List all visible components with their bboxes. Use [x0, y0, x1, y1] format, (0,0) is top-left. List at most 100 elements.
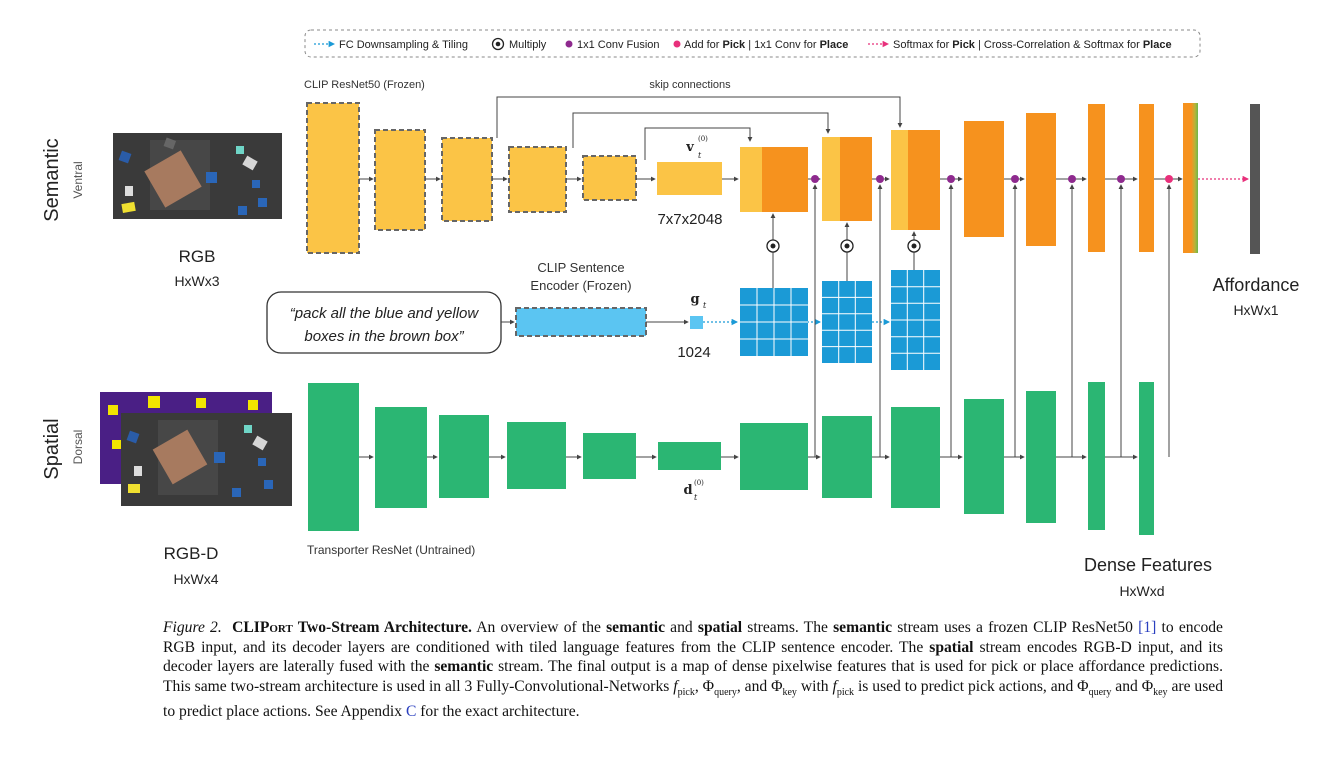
- spatial-decoder-block-3: [891, 407, 940, 508]
- legend-fc: FC Downsampling & Tiling: [339, 39, 468, 51]
- caption-title: CLIPort Two-Stream Architecture.: [232, 619, 472, 636]
- decoder-block-4: [964, 121, 1004, 237]
- legend-conv-fusion: 1x1 Conv Fusion: [577, 39, 660, 51]
- legend-multiply: Multiply: [509, 39, 547, 51]
- spatial-decoder-block-6: [1088, 382, 1105, 530]
- decoder-block-5: [1026, 113, 1056, 246]
- decoder-concat-2-dark: [840, 137, 872, 221]
- legend-add: Add for Pick | 1x1 Conv for Place: [684, 39, 848, 51]
- rgbd-input-image: [100, 392, 292, 506]
- affordance-map: [1250, 104, 1260, 254]
- semantic-label: Semantic: [41, 138, 63, 221]
- multiply-connectors: [770, 213, 917, 288]
- dense-features-dim: HxWxd: [1119, 583, 1164, 599]
- dorsal-label: Dorsal: [71, 430, 85, 465]
- decoder-concat-3-light: [891, 130, 908, 230]
- decoder-concat-1-dark: [762, 147, 808, 212]
- legend-border: [304, 29, 1201, 58]
- clip-encoder-block-3: [441, 137, 493, 222]
- semantic-encoder: [306, 102, 722, 254]
- semantic-decoder: [740, 103, 1198, 253]
- clip-encoder-block-1: [306, 102, 360, 254]
- gt-dim: 1024: [677, 344, 710, 361]
- dt-sup: (0): [694, 479, 704, 487]
- decoder-block-6: [1088, 104, 1105, 252]
- clip-resnet-label: CLIP ResNet50 (Frozen): [304, 79, 425, 91]
- transporter-label: Transporter ResNet (Untrained): [307, 543, 475, 557]
- gt-feature-block: [690, 316, 703, 329]
- figure-label: Figure 2.: [163, 619, 222, 636]
- vt-sub: t: [698, 151, 702, 160]
- conv-fusion-dot: [876, 175, 884, 183]
- clip-encoder-block-5: [582, 155, 637, 201]
- spatial-label: Spatial: [41, 418, 63, 479]
- skip-line-2: [572, 112, 831, 148]
- spatial-decoder-block-4: [964, 399, 1004, 514]
- clip-encoder-block-2: [374, 129, 426, 231]
- architecture-diagram: FC Downsampling & Tiling Multiply 1x1 Co…: [41, 29, 1300, 599]
- sentence-encoder-block: [515, 307, 647, 337]
- citation-link[interactable]: [1]: [1138, 619, 1157, 636]
- rgb-label: RGB: [179, 247, 216, 266]
- instruction-line-2: boxes in the brown box”: [304, 328, 464, 345]
- spatial-encoder-block-5: [583, 433, 636, 479]
- rgb-input-image: [113, 133, 282, 219]
- conv-fusion-dot: [811, 175, 819, 183]
- tiled-language-grid-3: [891, 270, 940, 370]
- affordance-dim: HxWx1: [1233, 302, 1278, 318]
- skip-connections: skip connections: [496, 79, 903, 160]
- instruction-line-1: “pack all the blue and yellow: [290, 305, 480, 322]
- lateral-connections: [812, 184, 1172, 457]
- conv-fusion-dot: [1011, 175, 1019, 183]
- appendix-link[interactable]: C: [405, 703, 417, 721]
- sentence-encoder-label-2: Encoder (Frozen): [530, 278, 631, 293]
- affordance-label: Affordance: [1213, 275, 1300, 295]
- decoder-concat-3-dark: [908, 130, 940, 230]
- multiply-nodes: [766, 239, 921, 253]
- tiled-language-grid-1: [740, 288, 808, 356]
- decoder-block-8: [1183, 103, 1198, 253]
- vt-feature-block: [657, 162, 722, 195]
- vt-label: v: [685, 140, 694, 155]
- ventral-label: Ventral: [71, 161, 85, 198]
- decoder-block-7: [1139, 104, 1154, 252]
- decoder-concat-1-light: [740, 147, 762, 212]
- spatial-decoder-block-5: [1026, 391, 1056, 523]
- rgb-dim: HxWx3: [174, 273, 219, 289]
- spatial-decoder-block-1: [740, 423, 808, 490]
- conv-fusion-dot: [1117, 175, 1125, 183]
- skip-connections-label: skip connections: [649, 79, 731, 91]
- conv-fusion-dot: [1068, 175, 1076, 183]
- dt-feature-block: [658, 442, 721, 470]
- gt-label: g: [690, 292, 699, 307]
- conv-fusion-dot: [947, 175, 955, 183]
- spatial-encoder-block-1: [308, 383, 359, 531]
- skip-line-1: [496, 96, 903, 138]
- legend: FC Downsampling & Tiling Multiply 1x1 Co…: [304, 29, 1201, 58]
- skip-line-3: [644, 127, 753, 160]
- semantic-fusion-dots: [811, 175, 1173, 183]
- dt-sub: t: [694, 493, 698, 502]
- figure-caption: Figure 2. CLIPort Two-Stream Architectur…: [163, 619, 1224, 721]
- spatial-encoder-block-4: [507, 422, 566, 489]
- add-dot: [1165, 175, 1173, 183]
- rgbd-label: RGB-D: [164, 544, 219, 563]
- multiply-dot-icon: [495, 41, 501, 47]
- dt-label: d: [683, 483, 692, 498]
- conv-fusion-icon: [565, 40, 573, 48]
- spatial-stream: [308, 382, 1154, 535]
- vt-dim: 7x7x2048: [657, 211, 722, 228]
- vt-sup: (0): [698, 135, 708, 143]
- decoder-concat-2-light: [822, 137, 840, 221]
- sentence-encoder-label-1: CLIP Sentence: [537, 260, 624, 275]
- dense-features-label: Dense Features: [1084, 555, 1212, 575]
- spatial-decoder-block-7: [1139, 382, 1154, 535]
- clip-encoder-block-4: [508, 146, 567, 213]
- legend-softmax: Softmax for Pick | Cross-Correlation & S…: [893, 39, 1172, 51]
- spatial-encoder-block-2: [375, 407, 427, 508]
- add-icon: [673, 40, 681, 48]
- spatial-encoder-block-3: [439, 415, 489, 498]
- spatial-decoder-block-2: [822, 416, 872, 498]
- tiled-language-grid-2: [822, 281, 872, 363]
- rgbd-dim: HxWx4: [173, 571, 218, 587]
